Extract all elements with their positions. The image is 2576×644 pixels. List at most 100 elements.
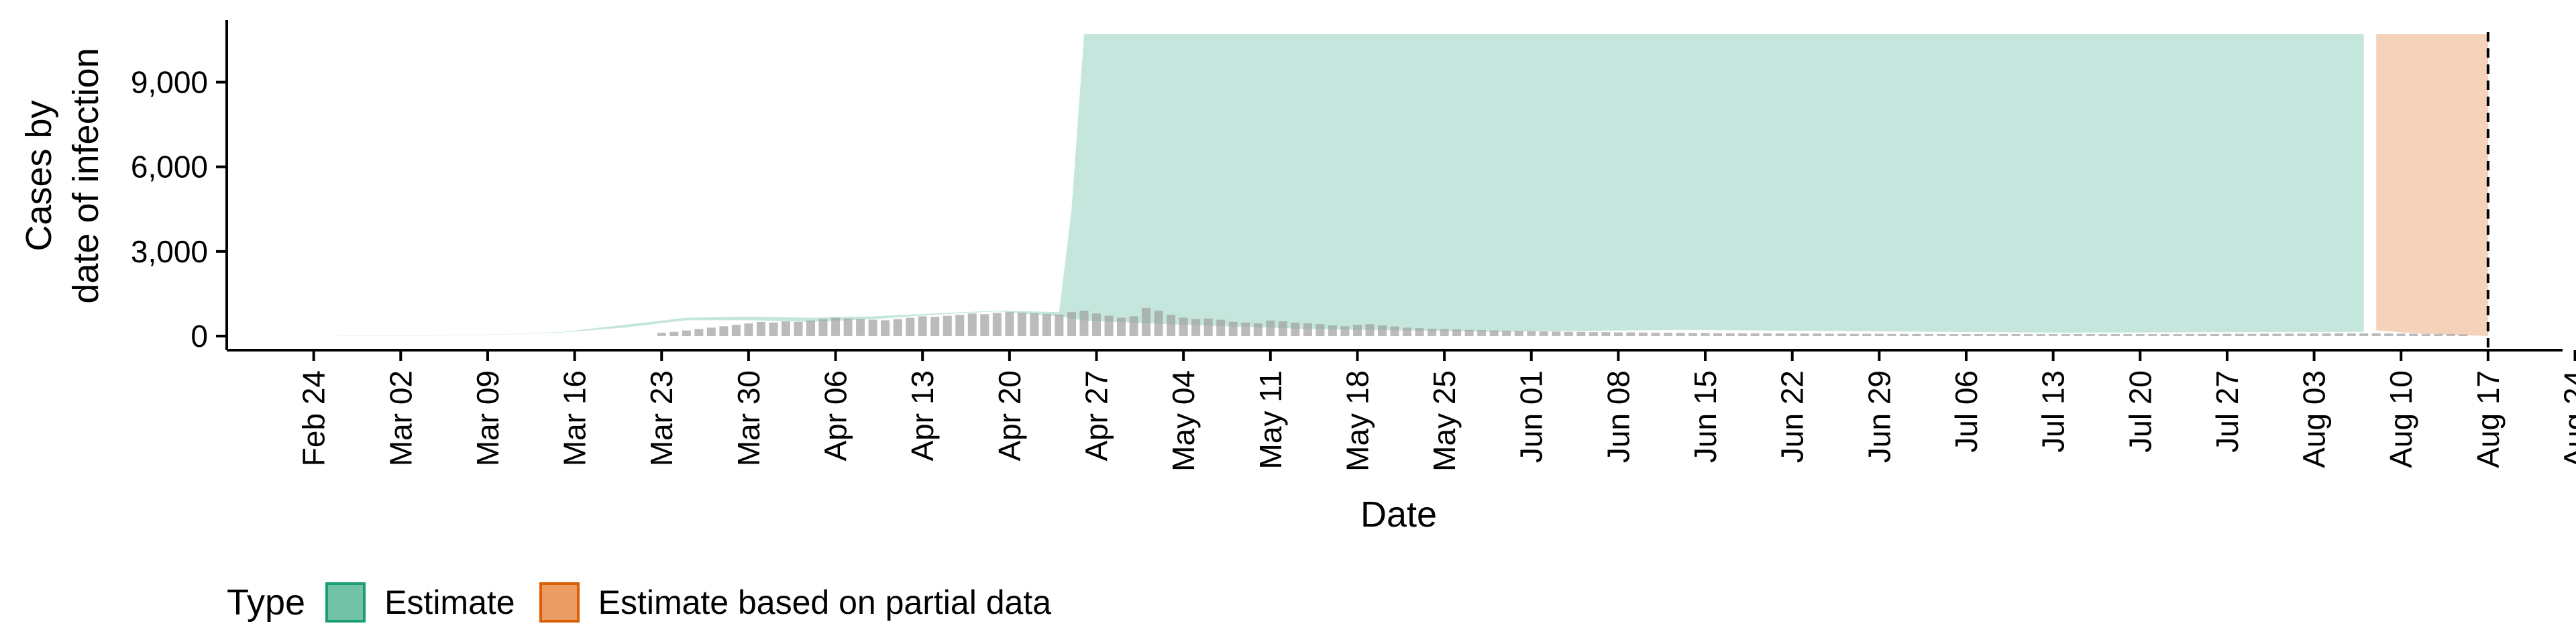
case-bar bbox=[1353, 325, 1362, 336]
case-bar bbox=[2446, 334, 2455, 336]
case-bar bbox=[1452, 329, 1462, 336]
case-bar bbox=[906, 317, 915, 336]
case-bar bbox=[2110, 334, 2120, 336]
case-bar bbox=[1428, 329, 1437, 336]
case-bar bbox=[1763, 333, 1772, 336]
case-bar bbox=[719, 326, 729, 336]
case-bar bbox=[1862, 333, 1872, 336]
case-bar bbox=[1651, 332, 1660, 336]
case-bar bbox=[1725, 333, 1735, 336]
case-bar bbox=[967, 313, 977, 336]
case-bar bbox=[868, 319, 877, 336]
case-bar bbox=[2384, 333, 2394, 336]
case-bar bbox=[2247, 333, 2257, 336]
case-bar bbox=[1502, 331, 1511, 336]
case-bar bbox=[1514, 331, 1523, 336]
x-tick-label: Jun 01 bbox=[1514, 370, 1549, 463]
case-bar bbox=[881, 320, 890, 336]
case-bar bbox=[2310, 333, 2319, 336]
case-bar bbox=[2371, 333, 2381, 336]
y-axis-title-line-2: date of infection bbox=[66, 48, 106, 303]
case-bar bbox=[1092, 313, 1101, 336]
case-bar bbox=[2198, 333, 2207, 336]
x-tick-label: Aug 03 bbox=[2297, 370, 2332, 468]
case-bar bbox=[2011, 334, 2021, 336]
case-bar bbox=[1949, 334, 1958, 336]
x-tick-label: Jun 08 bbox=[1601, 370, 1635, 463]
axes: 0 3,000 6,000 9,000 Feb 24 Mar 02 Mar 09 Mar 16… bbox=[131, 20, 2576, 472]
case-bar bbox=[1216, 319, 1226, 336]
y-tick-label: 9,000 bbox=[131, 65, 208, 100]
case-bar bbox=[1564, 331, 1573, 336]
case-bar bbox=[2210, 333, 2219, 336]
case-bar bbox=[1278, 321, 1287, 336]
case-bar bbox=[669, 331, 679, 336]
y-tick-label: 6,000 bbox=[131, 150, 208, 184]
case-bar bbox=[992, 313, 1002, 336]
case-bar bbox=[1713, 333, 1723, 336]
case-bar bbox=[1228, 321, 1238, 336]
case-bar bbox=[1837, 333, 1847, 336]
legend-title: Type bbox=[227, 582, 306, 623]
estimate-ribbons bbox=[338, 34, 2488, 336]
case-bar bbox=[1464, 329, 1474, 336]
case-bar bbox=[1912, 333, 1921, 336]
case-bar bbox=[1924, 334, 1933, 336]
x-tick-label: Mar 02 bbox=[383, 370, 418, 466]
estimate-ribbon bbox=[338, 34, 2364, 336]
case-bar bbox=[2049, 334, 2058, 336]
x-tick-label: Jun 15 bbox=[1688, 370, 1723, 463]
case-bar bbox=[2160, 334, 2169, 336]
case-bar bbox=[1489, 330, 1499, 336]
x-tick-label: Apr 27 bbox=[1079, 370, 1114, 462]
case-bar bbox=[1291, 322, 1300, 336]
case-bar bbox=[782, 321, 790, 336]
x-tick-label: May 25 bbox=[1427, 370, 1462, 472]
y-axis-title-line-1: Cases by bbox=[19, 100, 59, 251]
case-bar bbox=[1613, 332, 1623, 336]
case-bar bbox=[980, 314, 989, 336]
legend-item-estimate: Estimate bbox=[325, 582, 515, 623]
legend: Type Estimate Estimate based on partial … bbox=[227, 576, 1075, 629]
x-tick-label: Mar 09 bbox=[470, 370, 505, 466]
case-bar bbox=[1477, 330, 1487, 336]
x-tick-label: Jul 06 bbox=[1949, 370, 1984, 453]
case-bar bbox=[2297, 333, 2306, 336]
x-tick-label: Mar 30 bbox=[731, 370, 766, 466]
case-bar bbox=[1638, 332, 1648, 336]
case-bar bbox=[1576, 331, 1586, 336]
case-bar bbox=[731, 325, 741, 336]
case-bar bbox=[1303, 323, 1312, 336]
case-bar bbox=[1365, 324, 1375, 336]
case-bar bbox=[1788, 333, 1797, 336]
case-bar bbox=[2260, 333, 2269, 336]
case-bar bbox=[2222, 333, 2232, 336]
case-bar bbox=[1067, 312, 1076, 336]
case-bar bbox=[1750, 333, 1760, 336]
case-bar bbox=[1527, 331, 1536, 336]
case-bar bbox=[1154, 311, 1163, 336]
case-bar bbox=[657, 332, 666, 336]
x-tick-label: Jul 13 bbox=[2036, 370, 2071, 453]
case-bar bbox=[1316, 324, 1325, 336]
case-bar bbox=[1390, 326, 1399, 336]
case-bar bbox=[1042, 314, 1051, 336]
x-tick-label: May 11 bbox=[1253, 370, 1288, 469]
case-bar bbox=[1079, 311, 1089, 336]
case-bar bbox=[1378, 325, 1387, 336]
y-tick-label: 3,000 bbox=[131, 234, 208, 269]
case-bar bbox=[1874, 333, 1884, 336]
case-bar bbox=[1440, 329, 1449, 336]
case-bar bbox=[1775, 333, 1784, 336]
case-bar bbox=[1167, 315, 1176, 336]
case-bar bbox=[1253, 323, 1263, 336]
case-bar bbox=[2135, 334, 2145, 336]
legend-label-estimate: Estimate bbox=[384, 584, 515, 621]
case-bar bbox=[1626, 332, 1635, 336]
case-bar bbox=[2396, 333, 2406, 336]
case-bar bbox=[744, 323, 753, 336]
case-bars bbox=[657, 307, 2468, 336]
x-tick-label: May 04 bbox=[1166, 370, 1201, 472]
x-tick-label: Aug 17 bbox=[2471, 370, 2506, 468]
x-tick-label: Mar 23 bbox=[644, 370, 679, 466]
